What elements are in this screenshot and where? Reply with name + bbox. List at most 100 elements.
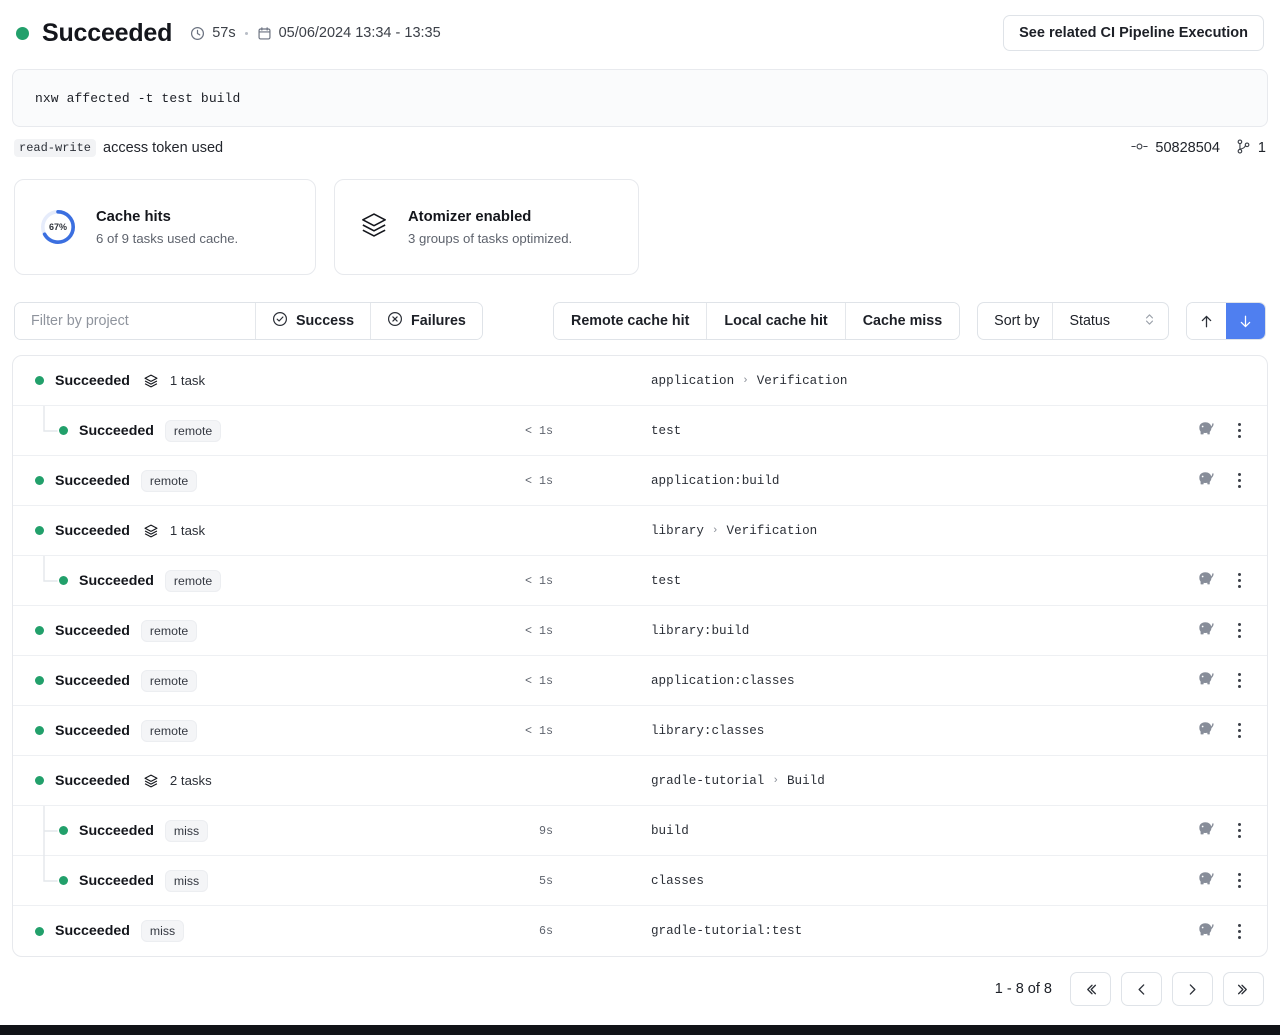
layers-icon xyxy=(143,373,159,389)
row-status-label: Succeeded xyxy=(55,622,130,639)
token-scope-chip: read-write xyxy=(14,139,97,157)
cache-badge: miss xyxy=(140,920,185,942)
row-status: Succeeded remote xyxy=(13,619,433,642)
row-project: library xyxy=(651,523,704,538)
row-name: classes xyxy=(553,874,1163,888)
status-dot xyxy=(16,26,29,40)
row-stage: Verification xyxy=(756,373,848,388)
filter-success-label: Success xyxy=(296,313,355,329)
clock-icon xyxy=(190,26,205,41)
filter-failures-button[interactable]: Failures xyxy=(371,303,482,339)
table-row[interactable]: Succeeded remote < 1s library:classes xyxy=(13,706,1267,756)
row-task-name: application:classes xyxy=(651,673,795,688)
row-status-label: Succeeded xyxy=(79,872,154,889)
table-row[interactable]: Succeeded miss 6s gradle-tutorial:test xyxy=(13,906,1267,956)
run-meta: 57s 05/06/2024 13:34 - 13:35 xyxy=(190,25,441,41)
table-row[interactable]: Succeeded miss 9s build xyxy=(13,806,1267,856)
kebab-menu-icon[interactable] xyxy=(1238,673,1241,688)
search-input-wrap[interactable] xyxy=(15,303,256,339)
pagination-last-button[interactable] xyxy=(1223,972,1264,1006)
filter-local-cache-hit-button[interactable]: Local cache hit xyxy=(707,303,846,339)
cache-badge: remote xyxy=(140,469,198,492)
gradle-elephant-icon[interactable] xyxy=(1196,870,1218,891)
cache-badge: miss xyxy=(164,819,209,842)
gradle-elephant-icon[interactable] xyxy=(1196,670,1218,691)
cache-hit-percent: 67% xyxy=(48,222,67,232)
gradle-elephant-icon[interactable] xyxy=(1196,620,1218,641)
kebab-menu-icon[interactable] xyxy=(1238,473,1241,488)
row-name: application › Verification xyxy=(553,374,1163,388)
kebab-menu-icon[interactable] xyxy=(1238,723,1241,738)
row-duration: 6s xyxy=(538,924,553,938)
cache-badge: remote xyxy=(140,719,198,742)
kebab-menu-icon[interactable] xyxy=(1238,573,1241,588)
row-duration: 5s xyxy=(538,873,553,888)
row-name: library:build xyxy=(553,624,1163,638)
row-actions xyxy=(1163,820,1267,841)
row-project: gradle-tutorial xyxy=(651,773,765,788)
project-filter-group: Success Failures xyxy=(14,302,483,340)
filter-success-button[interactable]: Success xyxy=(256,303,372,339)
table-row[interactable]: Succeeded remote < 1s application:classes xyxy=(13,656,1267,706)
see-related-ci-pipeline-execution-button[interactable]: See related CI Pipeline Execution xyxy=(1003,15,1264,51)
status-dot xyxy=(35,926,44,936)
chevron-updown-icon xyxy=(1143,311,1156,332)
status-dot xyxy=(59,876,68,885)
check-circle-icon xyxy=(272,311,288,331)
table-row[interactable]: Succeeded remote < 1s test xyxy=(13,556,1267,606)
table-row[interactable]: Succeeded remote < 1s library:build xyxy=(13,606,1267,656)
filter-cache-miss-button[interactable]: Cache miss xyxy=(845,303,960,339)
filter-remote-cache-hit-button[interactable]: Remote cache hit xyxy=(554,303,708,339)
kebab-menu-icon[interactable] xyxy=(1238,923,1241,939)
gradle-elephant-icon[interactable] xyxy=(1196,820,1218,841)
row-status-label: Succeeded xyxy=(79,422,154,439)
row-status-label: Succeeded xyxy=(79,572,154,589)
gradle-elephant-icon[interactable] xyxy=(1196,570,1218,591)
row-status: Succeeded remote xyxy=(13,669,433,692)
sort-ascending-button[interactable] xyxy=(1187,303,1226,339)
gradle-elephant-icon[interactable] xyxy=(1196,921,1218,942)
kebab-menu-icon[interactable] xyxy=(1238,623,1241,638)
gradle-elephant-icon[interactable] xyxy=(1196,420,1218,441)
table-row-group[interactable]: Succeeded 1 task library › Verification xyxy=(13,506,1267,556)
row-status: Succeeded 1 task xyxy=(13,523,433,539)
command-box: nxw affected -t test build xyxy=(12,69,1268,127)
breadcrumb-separator-icon: › xyxy=(711,524,719,537)
tasks-table-body: Succeeded 1 task application › Verification S… xyxy=(13,356,1267,956)
table-row-group[interactable]: Succeeded 1 task application › Verification xyxy=(13,356,1267,406)
status-dot xyxy=(35,526,44,535)
status-dot xyxy=(59,576,68,585)
table-row[interactable]: Succeeded miss 5s classes xyxy=(13,856,1267,906)
kebab-menu-icon[interactable] xyxy=(1238,823,1241,838)
row-task-name: test xyxy=(651,423,682,438)
table-row[interactable]: Succeeded remote < 1s application:build xyxy=(13,456,1267,506)
page-header: Succeeded 57s 05/06/2024 13:34 - 13:35 S… xyxy=(12,0,1268,66)
row-actions xyxy=(1163,670,1267,691)
sort-by-select[interactable]: Status xyxy=(1052,303,1168,339)
row-duration: < 1s xyxy=(524,673,553,688)
branch-count: 1 xyxy=(1257,140,1266,156)
row-name: gradle-tutorial:test xyxy=(553,924,1163,938)
table-row[interactable]: Succeeded remote < 1s test xyxy=(13,406,1267,456)
row-status-label: Succeeded xyxy=(55,372,130,389)
filter-by-project-input[interactable] xyxy=(31,313,239,329)
row-task-name: application:build xyxy=(651,473,780,488)
kebab-menu-icon[interactable] xyxy=(1238,873,1241,888)
vcs-meta: 50828504 1 xyxy=(1131,138,1266,158)
status-dot xyxy=(35,776,44,785)
pagination-next-button[interactable] xyxy=(1172,972,1213,1006)
row-task-name: library:classes xyxy=(651,723,765,738)
row-name: build xyxy=(553,824,1163,838)
sort-descending-button[interactable] xyxy=(1226,303,1265,339)
gradle-elephant-icon[interactable] xyxy=(1196,470,1218,491)
row-status-label: Succeeded xyxy=(55,672,130,689)
table-row-group[interactable]: Succeeded 2 tasks gradle-tutorial › Build xyxy=(13,756,1267,806)
pagination-first-button[interactable] xyxy=(1070,972,1111,1006)
pagination-prev-button[interactable] xyxy=(1121,972,1162,1006)
layers-icon xyxy=(143,523,159,539)
filter-toolbar: Success Failures Remote cache hit Local … xyxy=(12,302,1268,340)
status-dot xyxy=(35,626,44,635)
gradle-elephant-icon[interactable] xyxy=(1196,720,1218,741)
row-task-name: gradle-tutorial:test xyxy=(651,924,803,938)
kebab-menu-icon[interactable] xyxy=(1238,423,1241,438)
